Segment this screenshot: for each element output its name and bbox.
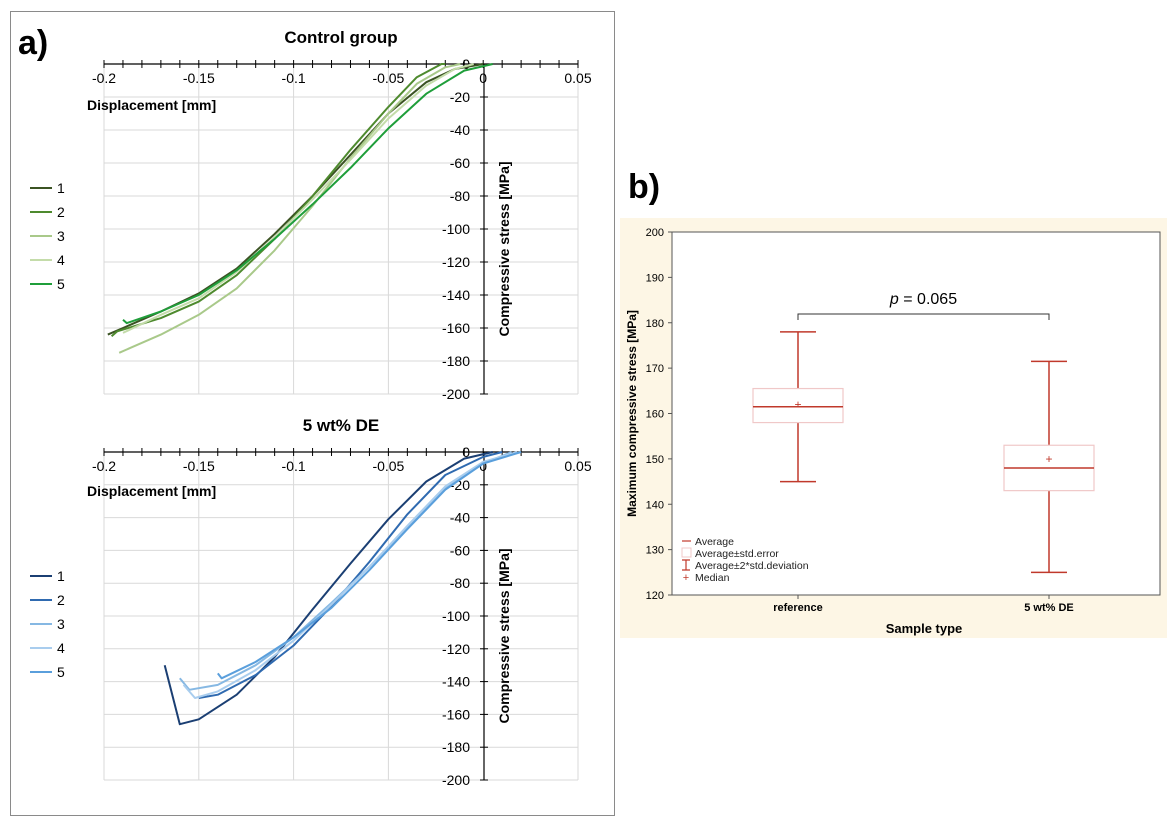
legend-label: Average: [695, 536, 734, 548]
series-line-1: [163, 451, 493, 726]
legend-label: 5: [57, 276, 65, 292]
legend-std-deviation-swatch: [682, 559, 690, 571]
std-error-box: [752, 387, 844, 424]
series-line-5: [122, 63, 493, 325]
y-tick-label: -100: [442, 608, 470, 624]
x-tick-label: -0.1: [282, 458, 306, 474]
y-tick-label: -140: [442, 287, 470, 303]
y-tick-label: 200: [646, 227, 664, 239]
y-tick-label: 160: [646, 409, 664, 421]
x-tick-label: -0.2: [92, 458, 116, 474]
y-tick-label: -180: [442, 739, 470, 755]
y-tick-label: -180: [442, 353, 470, 369]
x-tick-label: -0.05: [372, 458, 404, 474]
y-tick-label: 180: [646, 318, 664, 330]
y-tick-label: -60: [450, 542, 470, 558]
y-tick-label: 0: [462, 444, 470, 460]
legend-label: 3: [57, 228, 65, 244]
legend-label: 1: [57, 568, 65, 584]
x-tick-label: -0.05: [372, 70, 404, 86]
y-tick-label: -200: [442, 772, 470, 788]
legend-std-error-swatch: [681, 547, 692, 558]
legend-label: 1: [57, 180, 65, 196]
y-tick-label: -80: [450, 188, 470, 204]
legend-label: 4: [57, 252, 65, 268]
median-marker: +: [1045, 452, 1052, 466]
x-tick-label: -0.15: [183, 70, 215, 86]
x-axis-label: Displacement [mm]: [87, 483, 216, 499]
x-tick-label: 0: [479, 458, 487, 474]
y-tick-label: 130: [646, 545, 664, 557]
legend-label: Average±std.error: [695, 548, 779, 560]
x-axis-label: Displacement [mm]: [87, 97, 216, 113]
legend-label: 4: [57, 640, 65, 656]
y-axis-label: Compressive stress [MPa]: [496, 161, 512, 336]
legend-label: Median: [695, 572, 730, 584]
legend-label: 2: [57, 592, 65, 608]
legend-label: Average±2*std.deviation: [695, 560, 809, 572]
line-chart-1: -0.2 -0.15 -0.1 -0.05 0 0.05 0 -20 -40 -60 -80 -100…: [30, 28, 592, 402]
panel-a-label: a): [18, 24, 49, 62]
legend-label: 2: [57, 204, 65, 220]
p-value-text: = 0.065: [899, 291, 957, 308]
y-axis-label: Compressive stress [MPa]: [496, 548, 512, 723]
series-line-4: [182, 451, 518, 699]
series-line-5: [217, 451, 522, 680]
x-tick-label: 0: [479, 70, 487, 86]
y-tick-label: 170: [646, 363, 664, 375]
y-tick-label: -120: [442, 254, 470, 270]
panel-a-frame: [10, 11, 615, 816]
panel-b-label: b): [628, 168, 661, 206]
y-tick-label: 150: [646, 454, 664, 466]
y-tick-label: -140: [442, 674, 470, 690]
y-tick-label: -40: [450, 510, 470, 526]
legend-label: 5: [57, 664, 65, 680]
y-tick-label: -120: [442, 641, 470, 657]
y-tick-label: -60: [450, 155, 470, 171]
y-tick-label: -80: [450, 575, 470, 591]
y-tick-label: -160: [442, 320, 470, 336]
x-axis-label: Sample type: [886, 621, 963, 636]
y-axis-label: Maximum compressive stress [MPa]: [625, 310, 639, 517]
legend-median-swatch: +: [683, 572, 689, 584]
x-tick-label: 0.05: [564, 70, 591, 86]
y-tick-label: -40: [450, 122, 470, 138]
y-tick-label: -20: [450, 89, 470, 105]
y-tick-label: -100: [442, 221, 470, 237]
series-line-4: [122, 63, 474, 334]
x-tick-label: 0.05: [564, 458, 591, 474]
y-tick-label: 190: [646, 272, 664, 284]
p-value-annotation: p = 0.065: [889, 291, 957, 308]
p-symbol: p: [889, 291, 899, 308]
median-marker: +: [794, 397, 801, 411]
plot-area: [671, 231, 1161, 596]
x-tick-label: 5 wt% DE: [1024, 602, 1074, 614]
y-tick-label: -200: [442, 386, 470, 402]
significance-bracket: [797, 313, 1050, 320]
x-tick-label: -0.1: [282, 70, 306, 86]
y-tick-label: 120: [646, 590, 664, 602]
line-chart-2: -0.2 -0.15 -0.1 -0.05 0 0.050-20-40-60-80-100…: [30, 416, 592, 788]
y-tick-label: 140: [646, 499, 664, 511]
series-line-3: [118, 63, 461, 354]
y-tick-label: 0: [462, 56, 470, 72]
chart-title: Control group: [284, 28, 397, 47]
x-tick-label: -0.15: [183, 458, 215, 474]
legend-label: 3: [57, 616, 65, 632]
x-tick-label: -0.2: [92, 70, 116, 86]
x-tick-label: reference: [773, 602, 823, 614]
box-plot: 120 130 140 150 160 170 180 190 200 reference 5 wt…: [625, 227, 1161, 636]
chart-title: 5 wt% DE: [303, 416, 380, 435]
y-tick-label: -160: [442, 706, 470, 722]
